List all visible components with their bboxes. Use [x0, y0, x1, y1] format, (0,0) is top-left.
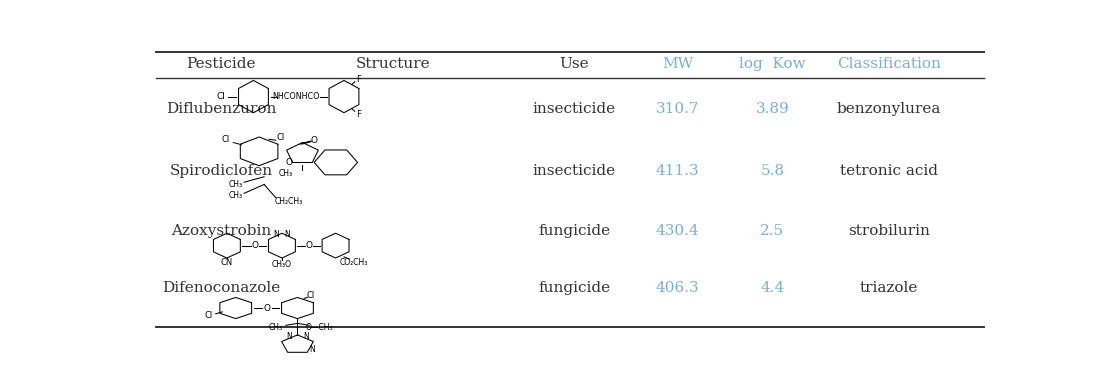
- Text: 310.7: 310.7: [656, 102, 699, 115]
- Text: CH₃: CH₃: [228, 180, 242, 189]
- Text: Diflubenzuron: Diflubenzuron: [166, 102, 276, 115]
- Text: O—CH₃: O—CH₃: [306, 323, 332, 332]
- Text: Use: Use: [559, 57, 589, 71]
- Text: CH₃: CH₃: [269, 323, 282, 332]
- Text: Spirodiclofen: Spirodiclofen: [169, 164, 272, 178]
- Text: CH₂CH₃: CH₂CH₃: [275, 196, 304, 206]
- Text: CN: CN: [221, 258, 234, 267]
- Text: Classification: Classification: [837, 57, 941, 71]
- Text: strobilurin: strobilurin: [847, 224, 930, 238]
- Text: N: N: [286, 332, 292, 341]
- Text: F: F: [356, 110, 360, 118]
- Text: benzonylurea: benzonylurea: [836, 102, 941, 115]
- Text: CH₃O: CH₃O: [272, 260, 292, 269]
- Text: log  Kow: log Kow: [739, 57, 806, 71]
- Text: N: N: [309, 345, 316, 354]
- Text: Difenoconazole: Difenoconazole: [161, 280, 280, 294]
- Text: F: F: [356, 75, 360, 84]
- Text: Cl: Cl: [217, 92, 226, 101]
- Text: O: O: [310, 136, 318, 145]
- Text: N: N: [285, 230, 290, 239]
- Text: N: N: [302, 332, 309, 341]
- Text: CO₂CH₃: CO₂CH₃: [340, 258, 368, 267]
- Text: Cl: Cl: [221, 135, 230, 144]
- Text: 411.3: 411.3: [656, 164, 699, 178]
- Text: Cl: Cl: [205, 311, 214, 320]
- Text: 5.8: 5.8: [761, 164, 784, 178]
- Text: O: O: [286, 158, 292, 167]
- Text: Cl: Cl: [307, 291, 315, 300]
- Text: fungicide: fungicide: [538, 280, 610, 294]
- Text: tetronic acid: tetronic acid: [840, 164, 937, 178]
- Text: Cl: Cl: [277, 132, 285, 141]
- Text: fungicide: fungicide: [538, 224, 610, 238]
- Text: Structure: Structure: [356, 57, 430, 71]
- Text: 2.5: 2.5: [761, 224, 784, 238]
- Text: CH₃: CH₃: [279, 169, 292, 178]
- Text: insecticide: insecticide: [533, 102, 616, 115]
- Text: 3.89: 3.89: [755, 102, 790, 115]
- Text: NHCONHCO: NHCONHCO: [272, 92, 319, 101]
- Text: 406.3: 406.3: [656, 280, 699, 294]
- Text: triazole: triazole: [860, 280, 917, 294]
- Text: insecticide: insecticide: [533, 164, 616, 178]
- Text: CH₃: CH₃: [228, 191, 242, 200]
- Text: 430.4: 430.4: [656, 224, 699, 238]
- Text: N: N: [274, 230, 279, 239]
- Text: O: O: [251, 241, 259, 250]
- Text: Pesticide: Pesticide: [186, 57, 256, 71]
- Text: O: O: [264, 303, 271, 312]
- Text: MW: MW: [662, 57, 693, 71]
- Text: O: O: [306, 241, 312, 250]
- Text: 4.4: 4.4: [761, 280, 785, 294]
- Text: Azoxystrobin: Azoxystrobin: [171, 224, 271, 238]
